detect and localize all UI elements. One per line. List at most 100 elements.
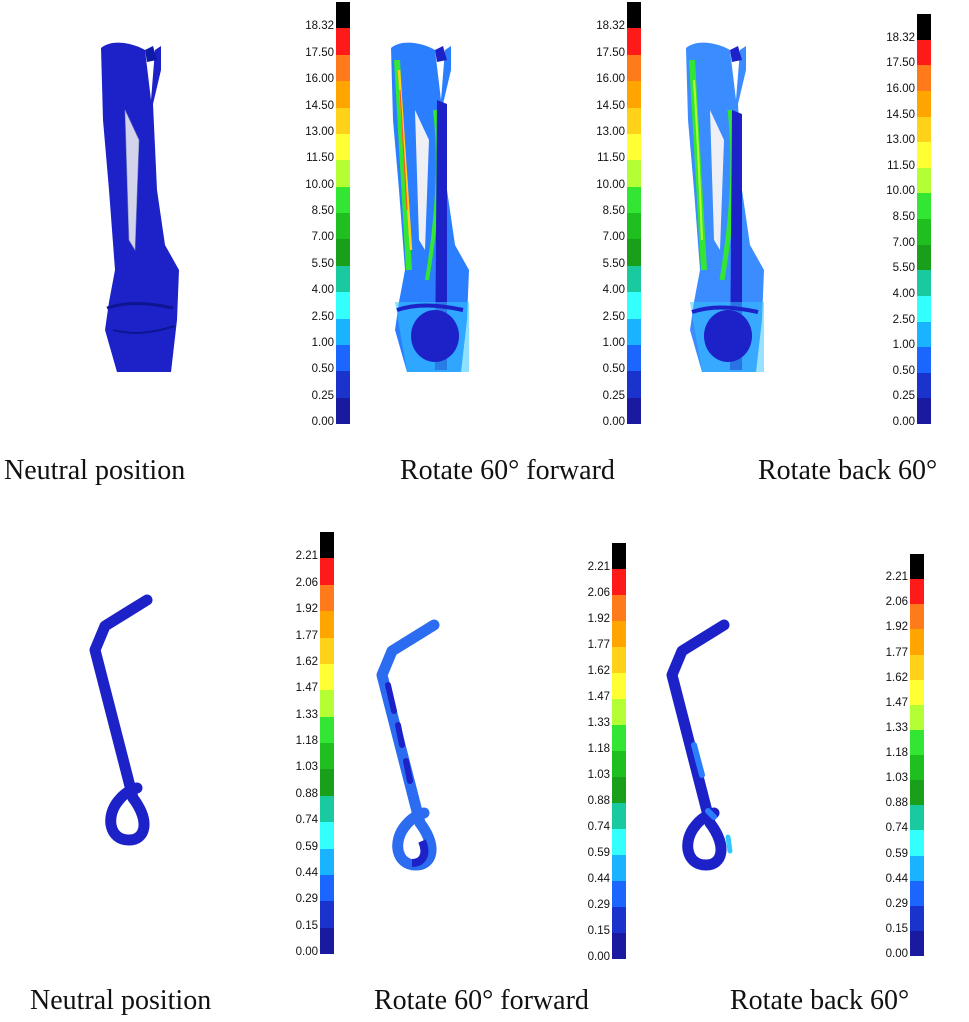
color-scale-tick-label: 1.18 <box>295 735 318 747</box>
color-scale-tick-label: 2.06 <box>587 587 610 599</box>
color-scale-segment <box>910 755 924 781</box>
color-scale-segment <box>910 679 924 705</box>
color-scale-segment <box>917 295 931 322</box>
color-scale-segment <box>336 186 350 213</box>
color-scale-tick-label: 7.00 <box>311 231 334 244</box>
color-scale-segment <box>612 829 626 855</box>
color-scale-segment <box>627 344 641 372</box>
color-scale-tick-label: 0.00 <box>892 416 915 428</box>
color-scale-tick-labels: 2.21 2.06 1.92 1.77 1.62 1.47 1.33 1.18 1.03 0.88… <box>568 543 610 962</box>
color-scale-segment <box>917 167 931 194</box>
color-scale-segment <box>612 803 626 829</box>
color-scale-tick-label: 2.21 <box>295 550 318 563</box>
color-scale-bar <box>612 543 626 959</box>
color-scale-segment <box>336 265 350 293</box>
color-scale-tick-label: 2.06 <box>885 596 908 609</box>
color-scale-tick-label: 4.00 <box>892 287 915 300</box>
color-scale-segment <box>917 244 931 271</box>
color-scale-segment <box>336 160 350 187</box>
color-scale-segment <box>320 558 334 585</box>
color-scale-segment <box>627 107 641 134</box>
color-scale-segment <box>627 2 641 29</box>
color-scale-segment <box>627 239 641 266</box>
color-scale-segment <box>612 673 626 699</box>
color-scale-segment <box>627 186 641 213</box>
color-scale-segment <box>336 213 350 240</box>
color-scale-segment <box>910 780 924 806</box>
color-scale-tick-label: 1.33 <box>295 708 318 721</box>
color-scale-tick-label: 1.47 <box>885 696 908 709</box>
color-scale-tick-label: 5.50 <box>311 257 334 270</box>
color-scale-tick-labels: 18.32 17.50 16.00 14.50 13.00 11.50 10.00 8.50 7… <box>583 2 625 428</box>
color-scale-segment <box>917 372 931 399</box>
color-scale-tick-label: 1.03 <box>295 761 318 774</box>
color-scale-segment <box>320 927 334 954</box>
color-scale-segment <box>627 81 641 108</box>
color-scale-tick-label: 11.50 <box>597 152 625 165</box>
color-scale-segment <box>917 116 931 143</box>
color-scale-segment <box>910 629 924 655</box>
color-scale-tick-label: 11.50 <box>887 159 915 172</box>
color-scale-segment <box>917 142 931 168</box>
color-scale-tick-label: 1.00 <box>892 339 915 352</box>
color-scale-segment <box>910 554 924 580</box>
color-scale-tick-label: 0.50 <box>311 363 334 376</box>
color-scale-tick-label: 0.15 <box>295 919 318 932</box>
color-scale-tick-label: 10.00 <box>886 185 915 198</box>
color-scale-segment <box>320 743 334 770</box>
color-scale-tick-label: 5.50 <box>892 262 915 275</box>
color-scale-tick-label: 0.44 <box>885 872 908 885</box>
color-scale-tick-label: 0.15 <box>885 922 908 935</box>
color-scale-tick-label: 1.03 <box>885 772 908 785</box>
color-scale-tick-label: 1.62 <box>295 655 318 668</box>
color-scale-tick-label: 17.50 <box>305 46 334 59</box>
color-scale-tick-label: 0.74 <box>587 821 610 833</box>
color-scale-segment <box>336 2 350 29</box>
color-scale-segment <box>612 699 626 725</box>
color-scale-segment <box>910 805 924 831</box>
color-scale-tick-label: 0.00 <box>587 951 610 963</box>
color-scale-segment <box>917 321 931 348</box>
color-scale-tick-label: 0.74 <box>885 822 908 835</box>
color-scale-segment <box>336 54 350 82</box>
color-scale-tick-label: 0.25 <box>602 389 625 402</box>
color-scale-bar <box>336 2 350 424</box>
caption-back: Rotate back 60° <box>730 985 910 1016</box>
color-scale-tick-label: 1.03 <box>587 769 610 781</box>
color-scale-tick-label: 1.62 <box>885 671 908 684</box>
color-scale-tick-label: 0.00 <box>885 948 908 960</box>
hook-model-forward <box>376 619 440 871</box>
color-scale-segment <box>910 604 924 630</box>
color-scale-segment <box>910 880 924 906</box>
color-scale-tick-label: 16.00 <box>596 73 625 86</box>
color-scale-segment <box>320 901 334 928</box>
color-scale-segment <box>320 848 334 875</box>
color-scale-tick-label: 17.50 <box>886 57 915 70</box>
color-scale-segment <box>612 777 626 803</box>
color-scale-tick-label: 2.50 <box>311 310 334 323</box>
color-scale-tick-label: 1.92 <box>885 621 908 634</box>
color-scale-tick-label: 0.88 <box>885 797 908 810</box>
color-scale-segment <box>917 347 931 373</box>
color-scale-tick-label: 1.47 <box>295 682 318 695</box>
caption-neutral: Neutral position <box>30 985 212 1016</box>
color-scale-tick-label: 0.44 <box>587 873 610 885</box>
color-scale-segment <box>917 219 931 245</box>
color-scale-segment <box>612 855 626 881</box>
color-scale-tick-label: 4.00 <box>602 284 625 297</box>
color-scale-segment <box>612 595 626 621</box>
color-scale-segment <box>320 874 334 902</box>
hook-model-back <box>666 619 733 871</box>
color-scale-segment <box>336 107 350 134</box>
caption-forward: Rotate 60° forward <box>374 985 589 1016</box>
color-scale-tick-label: 0.88 <box>587 795 610 807</box>
color-scale-bar <box>910 554 924 956</box>
color-scale-tick-label: 8.50 <box>892 211 915 223</box>
color-scale-segment <box>627 371 641 398</box>
color-scale-tick-label: 14.50 <box>886 108 915 121</box>
color-scale-tick-label: 18.32 <box>305 20 334 33</box>
color-scale-segment <box>336 292 350 319</box>
color-scale-segment <box>627 265 641 293</box>
color-scale-tick-label: 8.50 <box>311 205 334 217</box>
color-scale-tick-labels: 18.32 17.50 16.00 14.50 13.00 11.50 10.00 8.50 7… <box>292 2 334 428</box>
